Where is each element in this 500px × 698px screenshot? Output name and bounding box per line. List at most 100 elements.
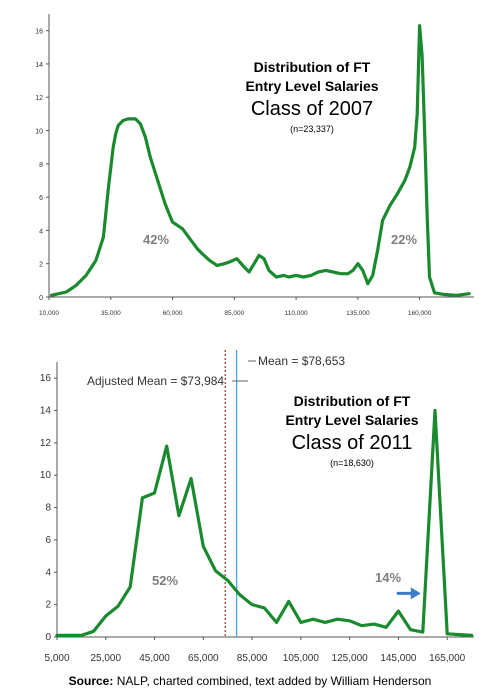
data-point: [414, 146, 416, 148]
data-point: [310, 274, 312, 276]
x-tick-label: 5,000: [44, 653, 69, 664]
y-tick-label: 16: [35, 29, 43, 36]
data-point: [336, 618, 339, 620]
data-point: [409, 166, 411, 168]
source-text: NALP, charted combined, text added by Wi…: [113, 674, 432, 688]
data-point: [134, 118, 137, 120]
data-point: [300, 621, 302, 624]
y-tick-label: 8: [39, 162, 43, 169]
data-point: [352, 269, 354, 271]
data-point: [357, 263, 359, 265]
data-point: [117, 605, 119, 607]
data-point: [433, 292, 436, 294]
data-point: [202, 545, 204, 548]
data-point: [153, 492, 156, 494]
annotation-line-2: Entry Level Salaries: [245, 78, 379, 94]
adjusted-mean-label: Adjusted Mean = $73,984: [87, 374, 225, 388]
y-tick-label: 14: [40, 406, 52, 417]
annotation-class-of-2007: Distribution of FT Entry Level Salaries …: [222, 58, 402, 136]
data-point: [181, 228, 184, 230]
x-tick-label: 35,000: [101, 310, 121, 317]
data-point: [389, 204, 391, 207]
data-point: [50, 294, 53, 296]
data-point: [75, 284, 77, 286]
share-label-upper-cluster-2011: 14%: [375, 570, 402, 585]
data-point: [149, 156, 151, 158]
y-tick-label: 2: [39, 262, 43, 269]
data-point: [189, 238, 191, 240]
data-point: [268, 269, 270, 271]
data-point: [248, 271, 250, 273]
data-point: [361, 625, 363, 627]
data-point: [397, 610, 400, 612]
data-point: [92, 630, 95, 632]
source-caption: Source: NALP, charted combined, text add…: [0, 674, 500, 688]
data-point: [178, 515, 180, 517]
x-tick-label: 110,000: [285, 310, 308, 317]
data-point: [115, 133, 117, 135]
data-point: [80, 634, 82, 636]
data-point: [288, 600, 290, 603]
y-tick-label: 6: [39, 195, 43, 202]
arrow-head: [410, 587, 421, 600]
data-point: [209, 259, 211, 261]
x-tick-label: 25,000: [90, 653, 121, 664]
data-point: [377, 249, 379, 251]
data-point: [362, 269, 364, 271]
annotation-sample-size: (n=18,630): [330, 458, 374, 468]
annotation-class-year: Class of 2007: [250, 98, 374, 120]
data-point: [295, 274, 297, 276]
data-point: [302, 276, 305, 278]
data-point: [190, 477, 192, 480]
data-point: [409, 629, 412, 631]
share-label-lower-cluster-2007: 42%: [143, 232, 170, 247]
data-point: [443, 293, 445, 296]
data-point: [422, 631, 424, 633]
annotation-line-1: Distribution of FT: [293, 393, 411, 409]
x-tick-label: 145,000: [380, 653, 417, 664]
data-point: [263, 607, 265, 609]
y-tick-label: 0: [45, 632, 51, 643]
data-point: [456, 294, 458, 296]
data-point: [288, 276, 290, 278]
data-point: [65, 291, 67, 293]
data-point: [468, 293, 470, 295]
share-label-upper-cluster-2007: 22%: [391, 232, 418, 247]
x-tick-label: 85,000: [224, 310, 244, 317]
data-point: [367, 283, 369, 285]
data-point: [275, 276, 277, 278]
data-point: [381, 219, 384, 222]
x-tick-label: 105,000: [283, 653, 320, 664]
y-tick-label: 14: [35, 62, 43, 69]
data-point: [428, 276, 431, 278]
data-point: [324, 621, 326, 624]
data-point: [373, 623, 375, 625]
data-point: [216, 264, 218, 266]
share-label-lower-cluster-2011: 52%: [152, 573, 179, 588]
chart-class-of-2007: 0 2 4 6 8 10 12 14 16 10,000 35,000 60,000 85,000 110…: [35, 14, 474, 317]
x-tick-label: 85,000: [237, 653, 268, 664]
data-point: [349, 620, 351, 622]
y-tick-label: 2: [45, 600, 51, 611]
data-point: [117, 124, 119, 127]
data-point: [423, 129, 426, 132]
data-point: [196, 248, 198, 250]
data-point: [85, 274, 87, 276]
data-point: [421, 55, 423, 57]
data-point: [446, 633, 448, 635]
data-point: [396, 193, 399, 195]
data-point: [122, 119, 124, 122]
data-point: [275, 621, 278, 624]
data-point: [470, 634, 473, 636]
annotation-class-year: Class of 2011: [291, 432, 413, 454]
data-point: [283, 274, 285, 276]
data-point: [227, 579, 229, 581]
data-point: [426, 213, 428, 215]
y-tick-label: 0: [39, 295, 43, 302]
data-point: [95, 259, 97, 261]
data-point: [458, 633, 460, 636]
data-point: [201, 253, 203, 255]
x-tick-label: 65,000: [188, 653, 219, 664]
x-tick-label: 10,000: [39, 310, 59, 317]
